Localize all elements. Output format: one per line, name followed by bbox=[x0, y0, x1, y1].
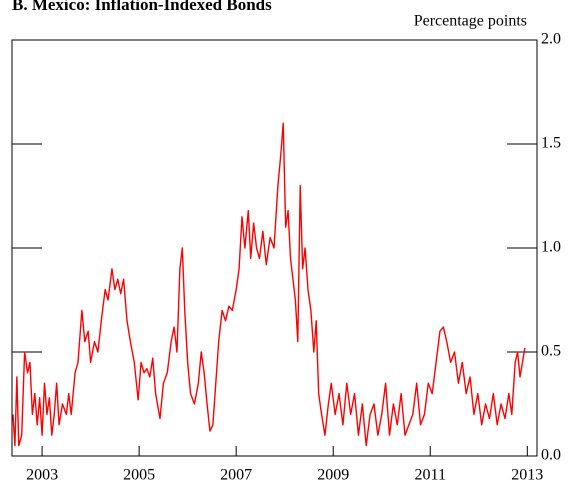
x-tick-label: 2013 bbox=[511, 467, 543, 484]
x-tick-label: 2011 bbox=[415, 467, 446, 484]
x-tick-label: 2007 bbox=[220, 467, 252, 484]
y-tick-label: 1.0 bbox=[541, 239, 561, 256]
data-line bbox=[12, 122, 526, 447]
x-tick-label: 2003 bbox=[26, 467, 58, 484]
y-axis-label: Percentage points bbox=[414, 13, 527, 30]
x-tick-label: 2009 bbox=[317, 467, 349, 484]
y-tick-label: 2.0 bbox=[541, 31, 561, 48]
y-tick-label: 0.5 bbox=[541, 343, 561, 360]
y-tick-label: 0.0 bbox=[541, 447, 561, 464]
chart-title: B. Mexico: Inflation-Indexed Bonds bbox=[12, 0, 272, 14]
x-tick-label: 2005 bbox=[123, 467, 155, 484]
y-tick-label: 1.5 bbox=[541, 135, 561, 152]
